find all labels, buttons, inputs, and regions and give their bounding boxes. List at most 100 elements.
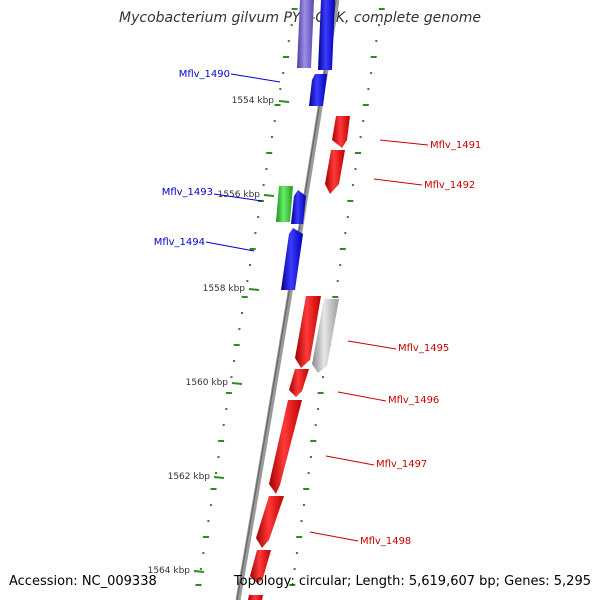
- outer-tick-mark: [332, 296, 339, 298]
- outer-tick-mark: [317, 408, 320, 410]
- gene-mflv-1492[interactable]: [325, 150, 345, 194]
- inner-tick-mark: [282, 72, 285, 74]
- outer-tick-mark: [317, 392, 324, 394]
- inner-tick-mark: [238, 328, 241, 330]
- inner-tick-mark: [265, 168, 268, 170]
- gene-mflv-1494[interactable]: [281, 228, 303, 290]
- inner-tick-mark: [274, 104, 281, 106]
- outer-tick-mark: [355, 152, 361, 154]
- svg-text:Mflv_1491: Mflv_1491: [430, 140, 481, 151]
- scale-label-1558: 1558 kbp: [203, 284, 260, 294]
- inner-tick-mark: [283, 56, 289, 58]
- outer-tick-mark: [336, 280, 339, 282]
- outer-tick-mark: [302, 504, 305, 506]
- outer-tick-mark: [378, 8, 385, 10]
- outer-tick-mark: [351, 184, 354, 186]
- outer-tick-mark: [362, 120, 365, 122]
- gene-mflv-1490[interactable]: [309, 74, 327, 106]
- svg-text:1564 kbp: 1564 kbp: [148, 566, 191, 576]
- outer-tick-mark: [303, 488, 310, 490]
- gene-label-mflv-1497[interactable]: Mflv_1497: [325, 455, 427, 470]
- inner-tick-mark: [290, 24, 293, 26]
- outer-tick-mark: [310, 456, 312, 458]
- inner-tick-mark: [195, 584, 202, 586]
- svg-text:Mflv_1495: Mflv_1495: [398, 343, 449, 354]
- outer-tick-mark: [289, 584, 296, 586]
- gene-label-mflv-1492[interactable]: Mflv_1492: [373, 178, 475, 191]
- inner-tick-mark: [241, 296, 248, 298]
- gene-mflv-1499[interactable]: [250, 550, 271, 584]
- outer-tick-mark: [375, 40, 378, 42]
- svg-text:Mflv_1490: Mflv_1490: [179, 69, 230, 80]
- gene-mflv-1493[interactable]: [291, 190, 306, 224]
- inner-tick-mark: [202, 536, 209, 538]
- gene-label-mflv-1491[interactable]: Mflv_1491: [379, 139, 481, 151]
- outer-tick-mark: [295, 552, 298, 554]
- outer-tick-mark: [346, 216, 349, 218]
- inner-tick-mark: [249, 248, 256, 250]
- gene-label-mflv-1494[interactable]: Mflv_1494: [154, 237, 255, 252]
- inner-tick-mark: [202, 552, 205, 554]
- outer-tick-mark: [354, 168, 357, 170]
- gene-label-mflv-1490[interactable]: Mflv_1490: [179, 69, 281, 83]
- gene-label-mflv-1493[interactable]: Mflv_1493: [162, 187, 263, 202]
- gene-label-mflv-1496[interactable]: Mflv_1496: [337, 391, 439, 406]
- gene-mflv-1497[interactable]: [269, 400, 302, 494]
- inner-tick-mark: [199, 568, 202, 570]
- inner-tick-mark: [262, 184, 265, 186]
- inner-tick-mark: [225, 408, 228, 410]
- outer-tick-mark: [370, 72, 373, 74]
- outer-tick-mark: [296, 536, 303, 538]
- outer-tick-mark: [339, 264, 342, 266]
- outer-tick-mark: [293, 568, 296, 570]
- svg-text:Mflv_1496: Mflv_1496: [388, 395, 439, 406]
- accession-text: Accession: NC_009338: [9, 574, 157, 589]
- inner-tick-mark: [233, 360, 236, 362]
- outer-tick-mark: [367, 88, 370, 90]
- outer-tick-mark: [307, 472, 310, 474]
- inner-tick-mark: [207, 520, 210, 522]
- outer-tick-mark: [347, 200, 354, 202]
- inner-tick-mark: [210, 488, 217, 490]
- gene-mflv-1491[interactable]: [332, 116, 350, 148]
- inner-tick-mark: [279, 88, 282, 90]
- inner-tick-mark: [222, 424, 225, 426]
- inner-tick-mark: [254, 232, 257, 234]
- gene-mflv-1495-pseudo[interactable]: [312, 299, 339, 373]
- outer-tick-mark: [314, 424, 317, 426]
- inner-tick-mark: [291, 8, 298, 10]
- svg-text:1560 kbp: 1560 kbp: [186, 378, 229, 388]
- gene-label-mflv-1495[interactable]: Mflv_1495: [347, 340, 449, 354]
- inner-tick-mark: [249, 264, 251, 266]
- outer-tick-mark: [359, 136, 362, 138]
- inner-tick-mark: [270, 136, 273, 138]
- gene-mflv-1495[interactable]: [295, 296, 321, 368]
- outer-tick-mark: [310, 440, 317, 442]
- inner-tick-mark: [209, 504, 212, 506]
- gene-mflv-1493-rna[interactable]: [276, 186, 293, 222]
- inner-tick-mark: [246, 280, 249, 282]
- inner-tick-mark: [218, 440, 225, 442]
- inner-tick-mark: [225, 392, 232, 394]
- gene-mflv-1500-partial[interactable]: [248, 595, 263, 600]
- inner-tick-mark: [241, 312, 243, 314]
- gene-block-top-forward[interactable]: [318, 0, 335, 70]
- inner-tick-mark: [266, 152, 273, 154]
- gene-label-mflv-1498[interactable]: Mflv_1498: [309, 531, 411, 547]
- scale-label-1556: 1556 kbp: [218, 190, 275, 200]
- svg-text:Mflv_1492: Mflv_1492: [424, 180, 475, 191]
- gene-mflv-1498[interactable]: [256, 496, 284, 548]
- scale-label-1562: 1562 kbp: [168, 472, 225, 482]
- topology-text: Topology: circular; Length: 5,619,607 bp…: [233, 574, 591, 589]
- outer-tick-mark: [362, 104, 369, 106]
- inner-tick-track: [195, 8, 298, 586]
- outer-tick-mark: [322, 376, 324, 378]
- gene-mflv-1496[interactable]: [289, 369, 309, 397]
- svg-text:1554 kbp: 1554 kbp: [232, 96, 275, 106]
- gene-mflv-1489-partial[interactable]: [297, 0, 314, 68]
- outer-tick-mark: [344, 232, 347, 234]
- scale-label-1560: 1560 kbp: [186, 378, 243, 388]
- svg-text:1562 kbp: 1562 kbp: [168, 472, 211, 482]
- outer-tick-mark: [370, 56, 377, 58]
